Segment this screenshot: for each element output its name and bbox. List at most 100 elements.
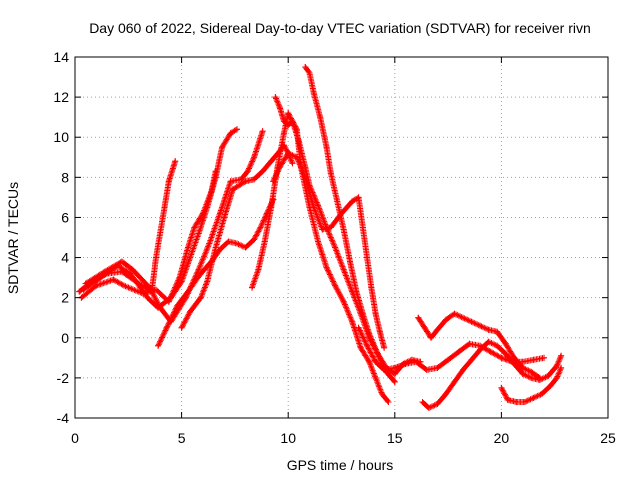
data-point	[172, 158, 179, 165]
data-point	[530, 356, 537, 363]
data-point	[212, 244, 219, 251]
y-tick-label: 2	[61, 290, 69, 306]
data-point	[167, 294, 174, 301]
data-point	[372, 374, 379, 381]
data-point	[434, 326, 441, 333]
data-point	[251, 154, 258, 161]
data-point	[332, 282, 339, 289]
data-point	[110, 276, 117, 283]
data-point	[460, 314, 467, 321]
data-point	[379, 390, 386, 397]
chart-title: Day 060 of 2022, Sidereal Day-to-day VTE…	[89, 20, 591, 36]
data-point	[364, 254, 371, 261]
data-point	[442, 316, 449, 323]
data-point	[276, 164, 283, 171]
data-point	[80, 286, 87, 293]
data-point	[323, 264, 330, 271]
data-point	[310, 90, 317, 97]
series-arc-j	[270, 150, 388, 351]
data-point	[391, 378, 398, 385]
data-point	[372, 358, 379, 365]
y-tick-label: 0	[61, 330, 69, 346]
plot-frame	[74, 56, 609, 419]
data-point	[498, 354, 505, 361]
data-point	[349, 318, 356, 325]
data-point	[332, 244, 339, 251]
data-point	[381, 344, 388, 351]
data-point	[225, 238, 232, 245]
data-point	[157, 304, 164, 311]
data-point	[242, 244, 249, 251]
y-tick-label: 4	[61, 250, 69, 266]
data-point	[129, 266, 136, 273]
data-point	[498, 384, 505, 391]
data-point	[76, 288, 83, 295]
data-point	[165, 178, 172, 185]
data-point	[338, 210, 345, 217]
data-point	[153, 254, 160, 261]
data-point	[327, 224, 334, 231]
data-point	[306, 70, 313, 77]
y-tick-label: 14	[53, 49, 69, 65]
data-point	[127, 270, 134, 277]
data-point	[327, 170, 334, 177]
data-point	[357, 344, 364, 351]
data-point	[547, 382, 554, 389]
data-point	[319, 226, 326, 233]
data-point	[227, 178, 234, 185]
data-point	[494, 328, 501, 335]
data-point	[234, 126, 241, 133]
data-point	[530, 394, 537, 401]
data-point	[442, 390, 449, 397]
data-point	[187, 308, 194, 315]
data-point	[359, 310, 366, 317]
data-point	[221, 214, 228, 221]
grid-lines	[75, 57, 608, 418]
data-point	[234, 240, 241, 247]
data-point	[195, 230, 202, 237]
data-point	[340, 266, 347, 273]
data-point	[121, 282, 128, 289]
data-point	[402, 360, 409, 367]
data-point	[178, 324, 185, 331]
data-point	[178, 278, 185, 285]
data-point	[355, 324, 362, 331]
data-point	[485, 338, 492, 345]
series-arc-n	[498, 364, 565, 405]
y-tick-label: 12	[53, 89, 69, 105]
x-tick-label: 0	[71, 430, 79, 446]
data-point	[538, 390, 545, 397]
data-point	[541, 354, 548, 361]
data-point	[293, 154, 300, 161]
data-point	[521, 398, 528, 405]
data-point	[285, 150, 292, 157]
data-point	[558, 364, 565, 371]
data-point	[161, 204, 168, 211]
data-point	[191, 224, 198, 231]
data-point	[366, 330, 373, 337]
data-point	[268, 204, 275, 211]
data-point	[553, 362, 560, 369]
data-point	[251, 236, 258, 243]
series-markers	[270, 150, 388, 351]
data-point	[415, 314, 422, 321]
data-series	[76, 64, 565, 411]
data-point	[204, 278, 211, 285]
data-point	[310, 204, 317, 211]
data-point	[460, 366, 467, 373]
data-point	[528, 368, 535, 375]
data-point	[93, 282, 100, 289]
data-point	[184, 244, 191, 251]
data-point	[242, 178, 249, 185]
data-point	[206, 240, 213, 247]
data-point	[144, 294, 151, 301]
data-point	[219, 144, 226, 151]
data-point	[485, 326, 492, 333]
data-point	[451, 310, 458, 317]
data-point	[553, 374, 560, 381]
data-point	[197, 270, 204, 277]
data-point	[511, 360, 518, 367]
data-point	[315, 238, 322, 245]
data-point	[428, 334, 435, 341]
data-point	[558, 352, 565, 359]
